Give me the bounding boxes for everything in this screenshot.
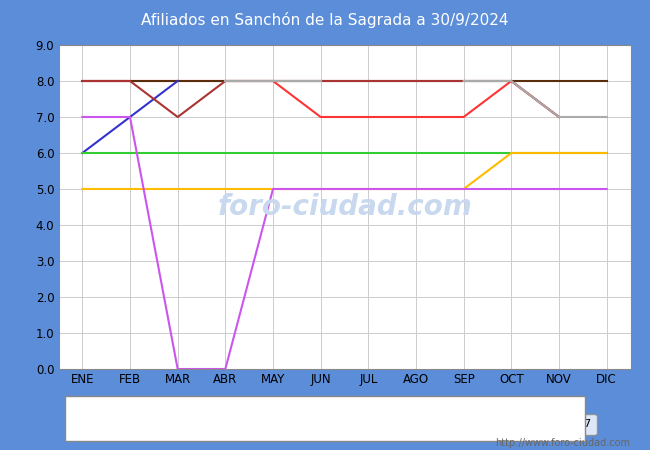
Text: Afiliados en Sanchón de la Sagrada a 30/9/2024: Afiliados en Sanchón de la Sagrada a 30/… — [141, 12, 509, 28]
FancyBboxPatch shape — [65, 396, 585, 441]
Legend: 2024, 2023, 2022, 2021, 2020, 2019, 2018, 2017: 2024, 2023, 2022, 2021, 2020, 2019, 2018… — [92, 414, 597, 435]
Text: http://www.foro-ciudad.com: http://www.foro-ciudad.com — [495, 438, 630, 448]
Text: foro-ciudad.com: foro-ciudad.com — [217, 193, 472, 221]
